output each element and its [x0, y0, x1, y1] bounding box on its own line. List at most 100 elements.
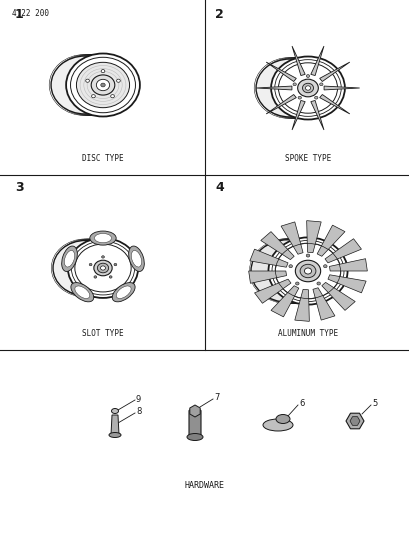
Polygon shape — [319, 94, 349, 114]
Polygon shape — [310, 100, 323, 130]
Ellipse shape — [297, 96, 301, 99]
Text: 6: 6 — [298, 400, 303, 408]
Text: ALUMINUM TYPE: ALUMINUM TYPE — [277, 329, 337, 338]
Polygon shape — [312, 288, 334, 320]
Ellipse shape — [101, 70, 105, 72]
Text: DISC TYPE: DISC TYPE — [82, 154, 124, 163]
Ellipse shape — [288, 265, 292, 268]
Text: HARDWARE: HARDWARE — [184, 481, 225, 490]
Ellipse shape — [97, 263, 108, 273]
Ellipse shape — [319, 83, 322, 86]
Ellipse shape — [51, 56, 119, 114]
Polygon shape — [306, 221, 320, 253]
Ellipse shape — [109, 276, 112, 278]
Polygon shape — [294, 289, 308, 321]
Ellipse shape — [316, 282, 320, 285]
Text: 9: 9 — [136, 395, 141, 405]
Ellipse shape — [94, 233, 111, 243]
Polygon shape — [321, 282, 354, 310]
Ellipse shape — [101, 83, 105, 87]
Polygon shape — [256, 86, 291, 90]
Ellipse shape — [295, 282, 298, 285]
Ellipse shape — [274, 243, 340, 299]
Polygon shape — [319, 62, 349, 82]
Ellipse shape — [256, 59, 323, 117]
Ellipse shape — [66, 53, 139, 117]
Ellipse shape — [110, 95, 114, 98]
Polygon shape — [349, 417, 359, 425]
Text: 2: 2 — [214, 8, 223, 21]
Ellipse shape — [75, 244, 131, 292]
Ellipse shape — [306, 75, 309, 77]
Ellipse shape — [96, 79, 109, 91]
Ellipse shape — [76, 62, 129, 108]
Ellipse shape — [270, 56, 344, 119]
Ellipse shape — [297, 79, 317, 97]
Polygon shape — [281, 222, 302, 254]
Ellipse shape — [109, 432, 121, 438]
Polygon shape — [270, 286, 298, 317]
Ellipse shape — [131, 251, 141, 267]
Text: 8: 8 — [136, 408, 141, 416]
Text: 1: 1 — [15, 8, 24, 21]
Ellipse shape — [94, 276, 97, 278]
Polygon shape — [345, 413, 363, 429]
Polygon shape — [111, 415, 119, 435]
Ellipse shape — [292, 83, 296, 86]
Ellipse shape — [101, 256, 104, 258]
Ellipse shape — [100, 266, 105, 270]
Ellipse shape — [67, 238, 138, 298]
Text: SLOT TYPE: SLOT TYPE — [82, 329, 124, 338]
Polygon shape — [254, 279, 290, 303]
Ellipse shape — [53, 240, 117, 295]
Ellipse shape — [250, 240, 324, 302]
Polygon shape — [329, 259, 366, 271]
Ellipse shape — [71, 282, 94, 302]
Text: 5: 5 — [371, 400, 376, 408]
Ellipse shape — [61, 246, 77, 271]
Ellipse shape — [304, 268, 311, 274]
Polygon shape — [249, 249, 288, 267]
Ellipse shape — [94, 260, 112, 276]
Ellipse shape — [262, 419, 292, 431]
Ellipse shape — [275, 415, 289, 424]
Ellipse shape — [302, 83, 313, 93]
Text: 7: 7 — [213, 393, 219, 402]
Ellipse shape — [128, 246, 144, 271]
Ellipse shape — [89, 263, 92, 266]
Polygon shape — [327, 275, 365, 293]
Ellipse shape — [294, 260, 320, 282]
Text: 3: 3 — [15, 181, 24, 194]
Ellipse shape — [323, 265, 326, 268]
Polygon shape — [260, 232, 294, 260]
Polygon shape — [265, 62, 296, 82]
Ellipse shape — [114, 263, 117, 266]
Ellipse shape — [116, 79, 120, 82]
Ellipse shape — [299, 264, 315, 278]
Ellipse shape — [90, 231, 116, 245]
Ellipse shape — [75, 286, 90, 298]
Ellipse shape — [278, 63, 337, 113]
Ellipse shape — [268, 237, 347, 304]
Polygon shape — [189, 405, 200, 417]
Polygon shape — [324, 239, 361, 263]
Polygon shape — [291, 100, 304, 130]
Text: 4: 4 — [214, 181, 223, 194]
Text: SPOKE TYPE: SPOKE TYPE — [284, 154, 330, 163]
Polygon shape — [323, 86, 359, 90]
Ellipse shape — [64, 251, 74, 267]
Polygon shape — [248, 271, 286, 284]
Ellipse shape — [111, 408, 118, 414]
Ellipse shape — [112, 282, 135, 302]
Polygon shape — [291, 46, 304, 76]
Polygon shape — [265, 94, 296, 114]
Ellipse shape — [305, 86, 310, 90]
Ellipse shape — [85, 79, 89, 82]
Text: 4:22 200: 4:22 200 — [12, 9, 49, 18]
Polygon shape — [317, 225, 344, 256]
Ellipse shape — [306, 254, 309, 257]
Ellipse shape — [116, 286, 131, 298]
Ellipse shape — [187, 433, 202, 440]
Ellipse shape — [314, 96, 317, 99]
Polygon shape — [310, 46, 323, 76]
